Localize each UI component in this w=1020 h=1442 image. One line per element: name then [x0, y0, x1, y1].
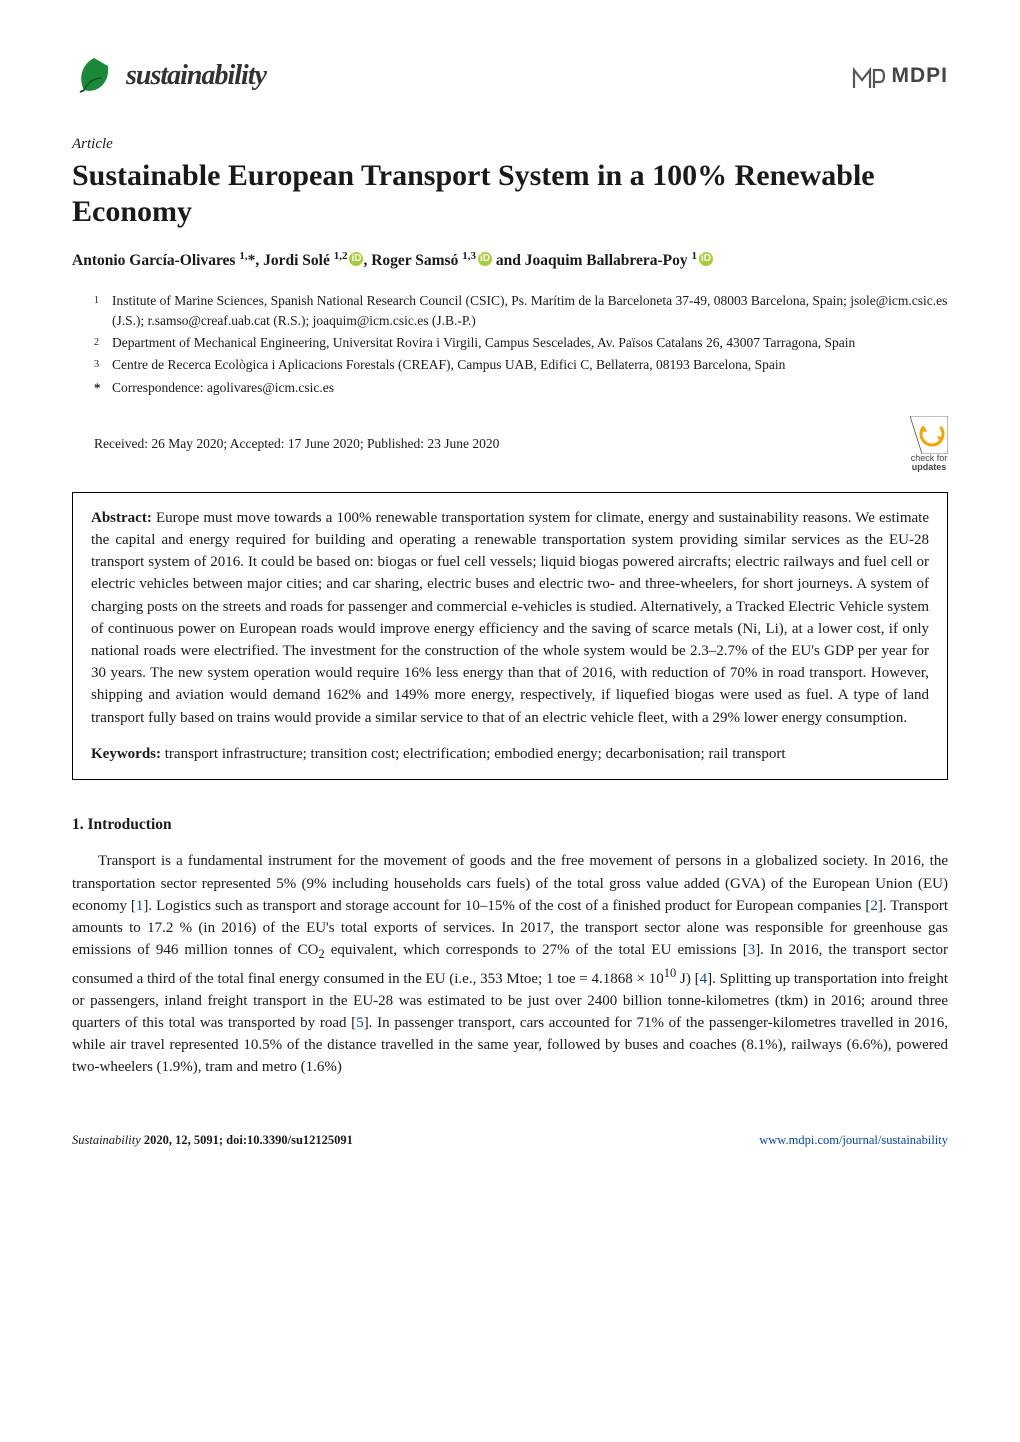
abstract-text: Europe must move towards a 100% renewabl… [91, 510, 929, 726]
publication-dates: Received: 26 May 2020; Accepted: 17 June… [94, 434, 499, 454]
footer-year-vol: 2020, 12, 5091; doi:10.3390/su12125091 [144, 1133, 353, 1147]
publisher-logo: MDPI [850, 58, 949, 94]
check-updates-icon [910, 416, 948, 454]
article-type: Article [72, 134, 948, 156]
correspondence-text: Correspondence: agolivares@icm.csic.es [112, 378, 334, 398]
section-heading: 1. Introduction [72, 814, 948, 836]
keywords-label: Keywords: [91, 746, 161, 762]
intro-paragraph: Transport is a fundamental instrument fo… [72, 850, 948, 1078]
affiliation-text: Centre de Recerca Ecològica i Aplicacion… [112, 355, 785, 375]
keywords-text: transport infrastructure; transition cos… [165, 746, 786, 762]
check-updates-line2: updates [912, 463, 947, 472]
authors-html: Antonio García-Olivares 1,*, Jordi Solé … [72, 252, 713, 269]
correspondence-star: * [94, 378, 102, 398]
affiliation-text: Department of Mechanical Engineering, Un… [112, 333, 855, 353]
check-for-updates-badge[interactable]: check for updates [910, 416, 948, 472]
footer-link[interactable]: www.mdpi.com/journal/sustainability [759, 1131, 948, 1149]
affiliation-3: 3 Centre de Recerca Ecològica i Aplicaci… [94, 355, 948, 375]
affiliation-2: 2 Department of Mechanical Engineering, … [94, 333, 948, 353]
section-title: Introduction [88, 816, 172, 833]
paper-title: Sustainable European Transport System in… [72, 158, 948, 231]
section-number: 1. [72, 816, 84, 833]
author-list: Antonio García-Olivares 1,*, Jordi Solé … [72, 249, 948, 273]
affiliation-num: 3 [94, 355, 102, 375]
correspondence: * Correspondence: agolivares@icm.csic.es [94, 378, 948, 398]
affiliation-num: 1 [94, 291, 102, 332]
page-header: sustainability MDPI [72, 54, 948, 98]
body-text: Transport is a fundamental instrument fo… [72, 850, 948, 1078]
abstract-paragraph: Abstract: Europe must move towards a 100… [91, 507, 929, 729]
affiliation-text: Institute of Marine Sciences, Spanish Na… [112, 291, 948, 332]
abstract-label: Abstract: [91, 510, 152, 526]
journal-name: sustainability [126, 56, 266, 97]
journal-logo: sustainability [72, 54, 266, 98]
mdpi-icon [850, 58, 886, 94]
affiliation-1: 1 Institute of Marine Sciences, Spanish … [94, 291, 948, 332]
footer-journal-italic: Sustainability [72, 1133, 141, 1147]
publisher-name: MDPI [892, 61, 949, 91]
affiliation-num: 2 [94, 333, 102, 353]
dates-row: Received: 26 May 2020; Accepted: 17 June… [94, 416, 948, 472]
leaf-icon [72, 54, 116, 98]
affiliations: 1 Institute of Marine Sciences, Spanish … [94, 291, 948, 398]
footer-left: Sustainability 2020, 12, 5091; doi:10.33… [72, 1131, 353, 1149]
abstract-box: Abstract: Europe must move towards a 100… [72, 492, 948, 780]
keywords-paragraph: Keywords: transport infrastructure; tran… [91, 743, 929, 765]
page-footer: Sustainability 2020, 12, 5091; doi:10.33… [72, 1131, 948, 1149]
